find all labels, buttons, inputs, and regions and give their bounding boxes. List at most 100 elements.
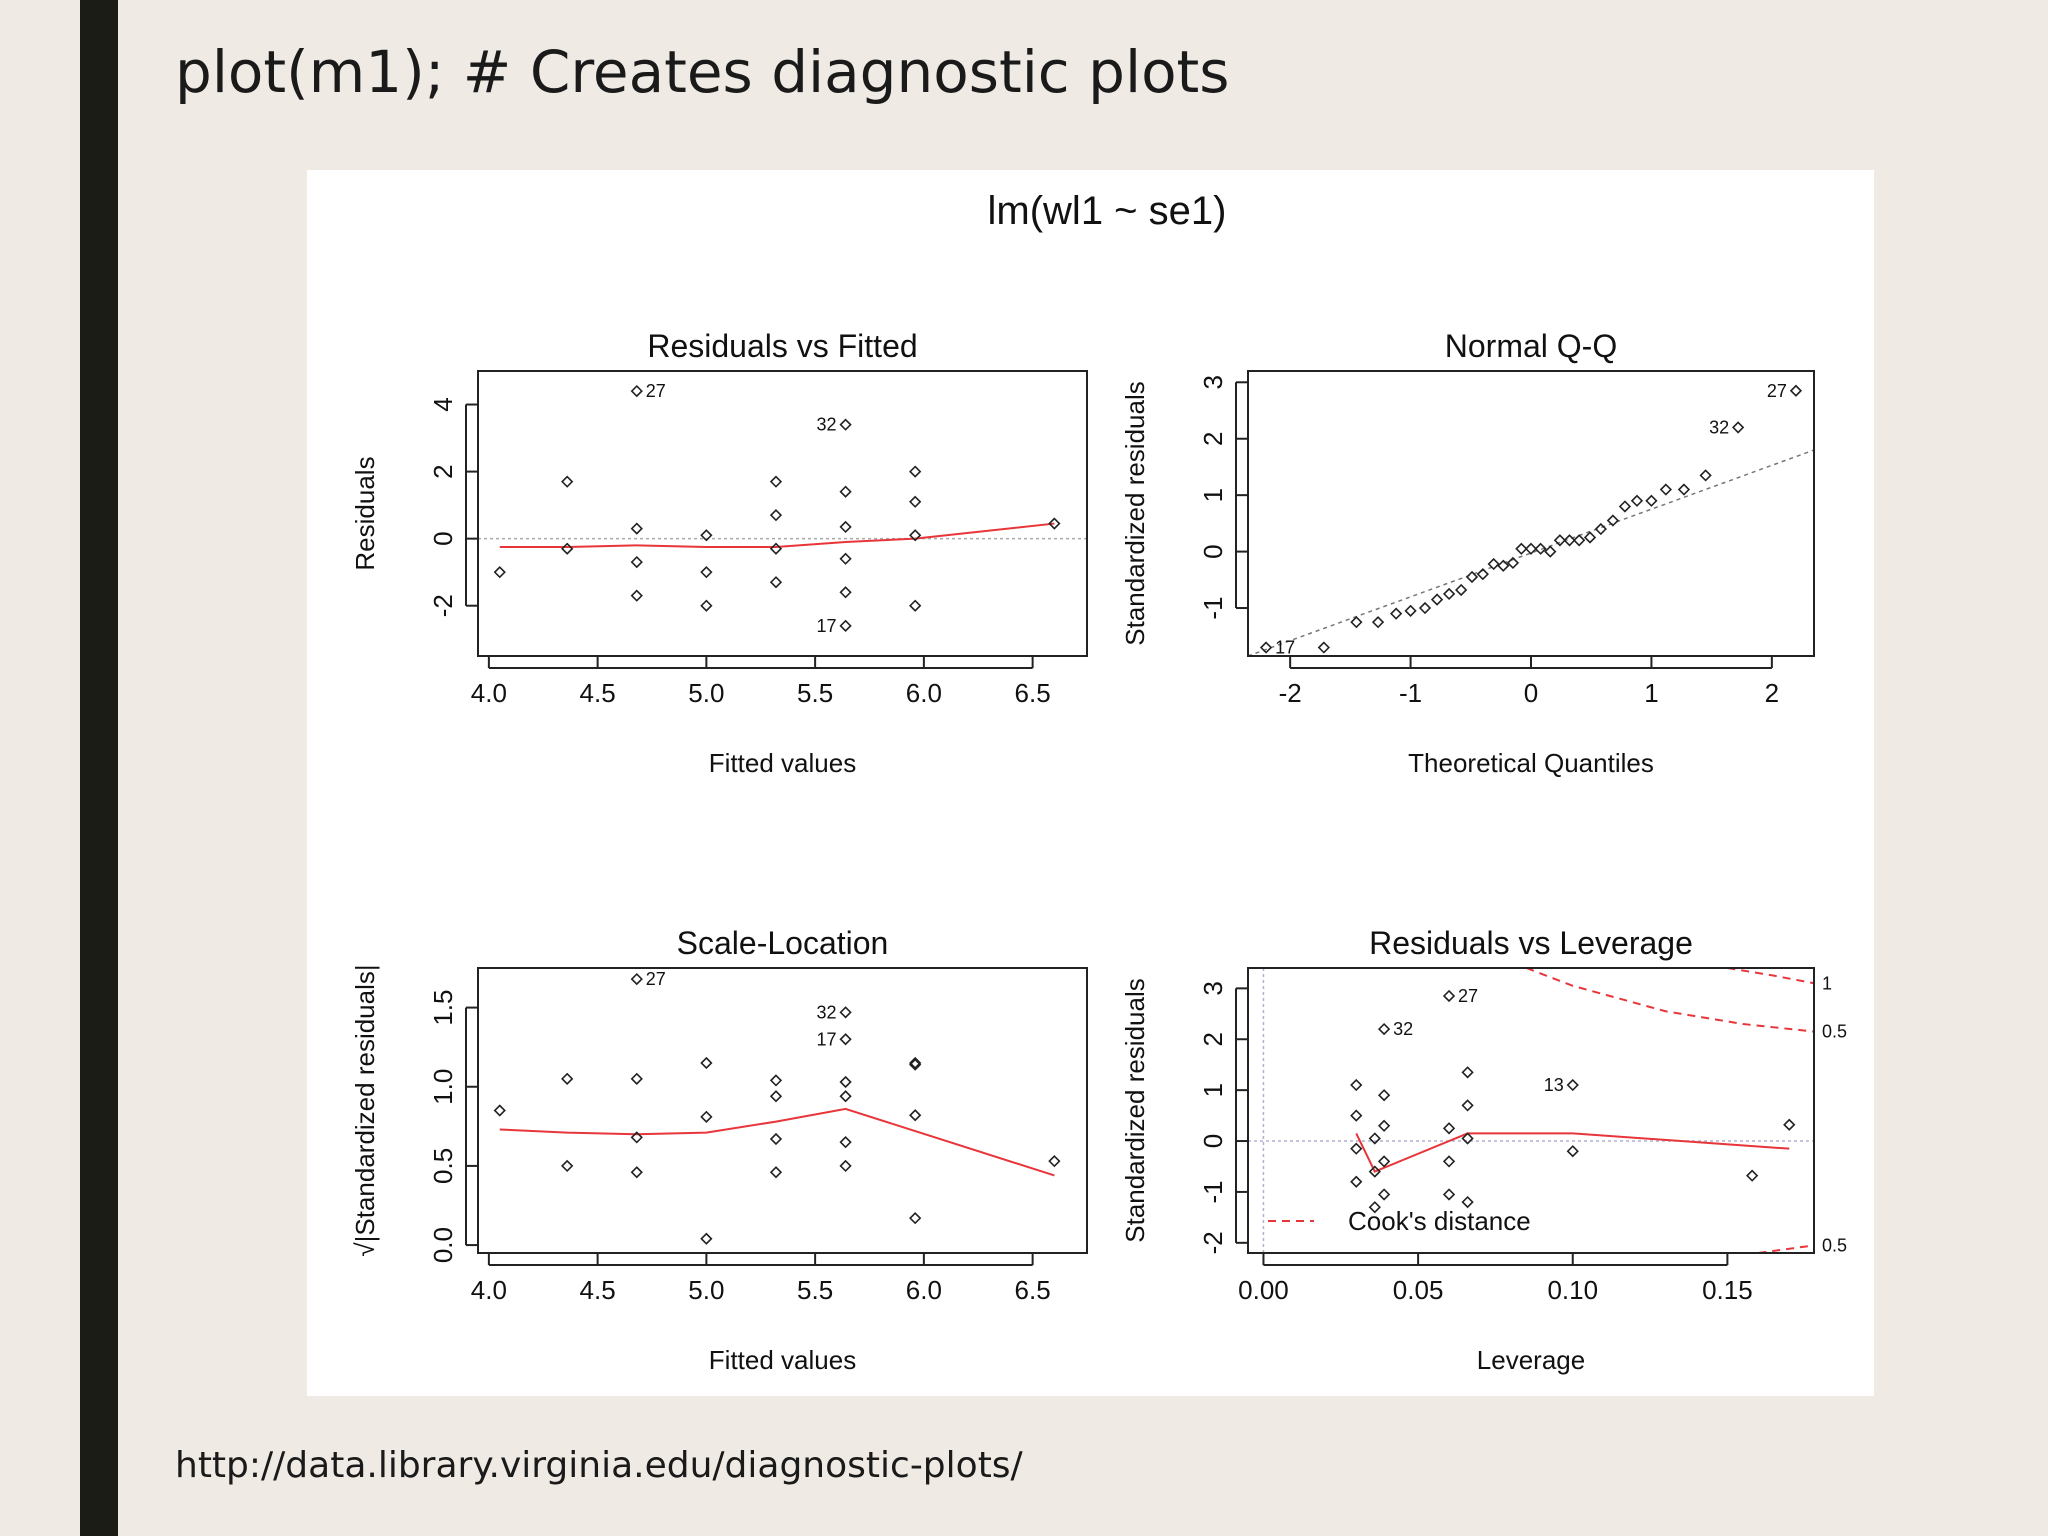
data-point — [910, 497, 920, 507]
data-point — [771, 577, 781, 587]
x-tick-label: 5.5 — [797, 678, 833, 708]
data-point — [1379, 1156, 1389, 1166]
data-point — [1516, 544, 1526, 554]
y-axis-label: Residuals — [350, 456, 380, 570]
point-label: 27 — [1458, 986, 1478, 1006]
data-point — [841, 1034, 851, 1044]
y-axis-label: Standardized residuals — [1120, 978, 1150, 1243]
data-point — [632, 557, 642, 567]
point-label: 32 — [817, 415, 837, 435]
y-tick-label: -2 — [428, 594, 458, 617]
plot-frame — [1248, 968, 1814, 1253]
data-point — [701, 1234, 711, 1244]
y-tick-label: -1 — [1198, 1180, 1228, 1203]
point-label: 13 — [1544, 1075, 1564, 1095]
data-point — [1391, 609, 1401, 619]
point-label: 32 — [1393, 1019, 1413, 1039]
data-point — [632, 974, 642, 984]
data-point — [1545, 547, 1555, 557]
data-point — [1370, 1133, 1380, 1143]
data-point — [1444, 1156, 1454, 1166]
x-tick-label: 0.10 — [1547, 1275, 1598, 1305]
data-point — [910, 1110, 920, 1120]
data-point — [771, 510, 781, 520]
x-tick-label: 0.05 — [1393, 1275, 1444, 1305]
data-point — [1444, 1123, 1454, 1133]
data-point — [701, 1058, 711, 1068]
data-point — [562, 477, 572, 487]
point-label: 27 — [646, 381, 666, 401]
cooks-distance-label: 1 — [1822, 973, 1832, 993]
data-point — [841, 554, 851, 564]
point-label: 17 — [1275, 638, 1295, 658]
x-tick-label: 6.0 — [906, 678, 942, 708]
data-point — [1444, 1189, 1454, 1199]
x-tick-label: 6.5 — [1015, 678, 1051, 708]
y-tick-label: 2 — [1198, 431, 1228, 445]
y-tick-label: 0.5 — [428, 1148, 458, 1184]
subplot-title: Residuals vs Fitted — [647, 328, 917, 364]
data-point — [1351, 1111, 1361, 1121]
data-point — [1456, 585, 1466, 595]
y-tick-label: -1 — [1198, 596, 1228, 619]
x-axis-label: Fitted values — [709, 748, 856, 778]
x-tick-label: 0 — [1524, 678, 1538, 708]
data-point — [632, 1074, 642, 1084]
data-point — [1791, 386, 1801, 396]
data-point — [562, 1074, 572, 1084]
data-point — [841, 621, 851, 631]
data-point — [771, 1167, 781, 1177]
data-point — [1463, 1067, 1473, 1077]
data-point — [771, 1091, 781, 1101]
diagnostic-plots-svg: lm(wl1 ~ se1) Residuals vs Fitted2732174… — [307, 170, 1874, 1396]
data-point — [1351, 1080, 1361, 1090]
data-point — [1319, 643, 1329, 653]
y-tick-label: 1 — [1198, 1083, 1228, 1097]
point-label: 17 — [817, 616, 837, 636]
cooks-distance-line — [1526, 968, 1814, 1032]
x-tick-label: 5.0 — [688, 1275, 724, 1305]
x-tick-label: 2 — [1765, 678, 1779, 708]
point-label: 17 — [817, 1029, 837, 1049]
plot-area — [495, 974, 1060, 1244]
data-point — [1661, 485, 1671, 495]
source-link[interactable]: http://data.library.virginia.edu/diagnos… — [175, 1445, 1023, 1486]
cooks-distance-label: 0.5 — [1822, 1235, 1847, 1255]
legend-label: Cook's distance — [1348, 1206, 1531, 1236]
data-point — [632, 1167, 642, 1177]
y-axis-label: √|Standardized residuals| — [350, 964, 380, 1256]
y-tick-label: 1.5 — [428, 990, 458, 1026]
data-point — [910, 467, 920, 477]
data-point — [1444, 991, 1454, 1001]
data-point — [562, 1161, 572, 1171]
data-point — [841, 1161, 851, 1171]
data-point — [1432, 595, 1442, 605]
x-tick-label: -2 — [1279, 678, 1302, 708]
data-point — [841, 522, 851, 532]
smoother-line — [500, 524, 1055, 547]
data-point — [841, 487, 851, 497]
data-point — [1463, 1100, 1473, 1110]
y-tick-label: 2 — [1198, 1032, 1228, 1046]
data-point — [1379, 1189, 1389, 1199]
x-axis-label: Theoretical Quantiles — [1408, 748, 1654, 778]
data-point — [701, 567, 711, 577]
data-point — [1574, 535, 1584, 545]
cooks-distance-label: 0.5 — [1822, 1022, 1847, 1042]
x-axis-label: Fitted values — [709, 1345, 856, 1375]
y-tick-label: 3 — [1198, 981, 1228, 995]
x-tick-label: 5.0 — [688, 678, 724, 708]
data-point — [771, 1134, 781, 1144]
data-point — [1406, 606, 1416, 616]
data-point — [1379, 1024, 1389, 1034]
y-tick-label: 1.0 — [428, 1069, 458, 1105]
data-point — [1632, 496, 1642, 506]
cooks-distance-line — [1727, 968, 1814, 983]
data-point — [1351, 1144, 1361, 1154]
data-point — [1261, 643, 1271, 653]
y-tick-label: 4 — [428, 397, 458, 411]
y-tick-label: 1 — [1198, 488, 1228, 502]
y-tick-label: 3 — [1198, 375, 1228, 389]
x-tick-label: 4.0 — [471, 678, 507, 708]
